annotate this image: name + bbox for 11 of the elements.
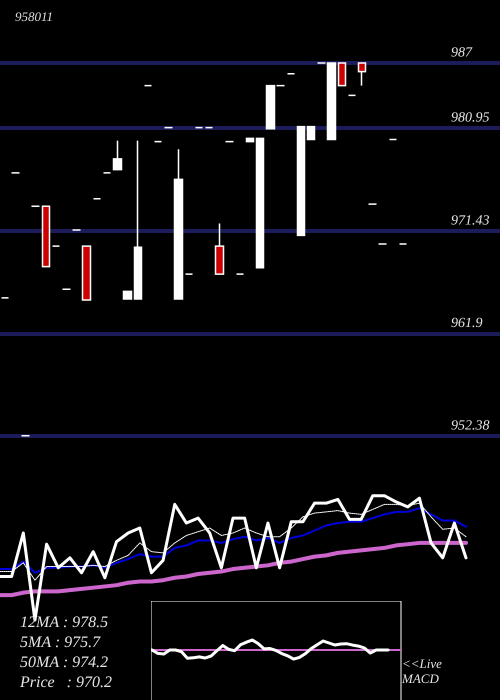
y-tick-label: 952.38 bbox=[451, 418, 490, 434]
text: 50MA : 974.2 bbox=[20, 653, 110, 673]
text: 5MA : 975.7 bbox=[20, 633, 102, 653]
y-tick-label: 971.43 bbox=[451, 213, 490, 228]
y-tick-label: 961.9 bbox=[451, 316, 482, 331]
annotation: 12MA : 978.5 bbox=[20, 613, 110, 633]
y-tick-label: 987 bbox=[451, 46, 473, 60]
chart-title: 958011 bbox=[15, 9, 54, 24]
text: <<Live MACD bbox=[402, 656, 443, 686]
text: Price : 970.2 bbox=[20, 673, 112, 693]
y-tick-label: 980.95 bbox=[451, 110, 490, 126]
